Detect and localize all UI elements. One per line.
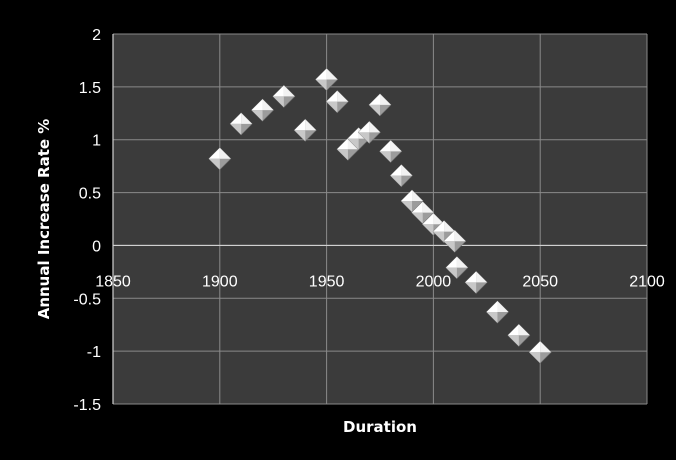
data-point [389,164,413,188]
x-tick-label: 1950 [309,273,345,290]
data-point [443,229,467,253]
plot-area [113,34,647,404]
data-point [315,68,339,91]
x-tick-label: 2100 [629,273,665,290]
data-point [208,147,232,171]
x-axis-title: Duration [343,418,417,436]
y-tick-label: 1 [92,133,101,150]
y-tick-label: -1 [87,344,101,361]
y-tick-label: 1.5 [79,80,101,97]
data-point [293,118,317,142]
data-point [528,340,552,364]
data-point [464,271,488,294]
y-tick-label: -0.5 [73,291,101,308]
data-points [208,68,552,364]
y-tick-labels: -1.5 -1 -0.5 0 0.5 1 1.5 2 [73,27,101,414]
x-tick-labels: 1850 1900 1950 2000 2050 2100 [95,273,665,290]
data-point [229,112,253,136]
x-tick-label: 2000 [416,273,452,290]
data-point [325,90,349,114]
y-tick-label: 2 [92,27,101,44]
data-point [507,323,531,347]
data-point [486,300,509,324]
y-tick-label: 0 [92,238,101,255]
data-point [272,84,296,108]
x-tick-label: 1900 [202,273,238,290]
data-point [445,256,469,280]
x-tick-label: 1850 [95,273,131,290]
data-point [379,139,403,163]
y-tick-label: 0.5 [79,186,101,203]
x-tick-label: 2050 [522,273,558,290]
data-point [357,120,381,144]
y-tick-label: -1.5 [73,397,101,414]
grid-layer [112,33,648,405]
data-point [368,93,392,117]
y-axis-title: Annual Increase Rate % [35,119,53,320]
data-point [251,98,274,122]
